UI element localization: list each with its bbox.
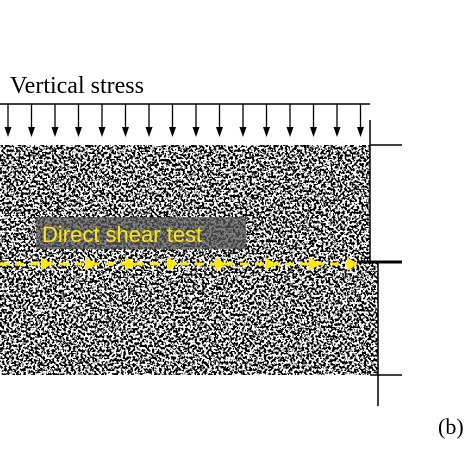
stress-arrow-head: [286, 127, 294, 137]
stress-arrow-head: [98, 127, 106, 137]
stress-arrow-head: [357, 127, 364, 137]
stress-arrow-head: [51, 127, 59, 137]
stress-arrows: [4, 104, 364, 137]
stress-arrow-head: [192, 127, 200, 137]
stress-arrow-head: [310, 127, 317, 137]
label-background: [36, 217, 246, 249]
vertical-stress-label: Vertical stress: [10, 73, 144, 99]
shear-arrows: [41, 257, 358, 271]
shear-arrow-head: [265, 257, 276, 271]
shear-box: [357, 120, 402, 406]
shear-arrow-head: [215, 257, 226, 271]
stress-arrow-head: [145, 127, 153, 137]
lower-sample: [0, 262, 378, 375]
stress-arrow-head: [28, 127, 35, 137]
panel-label: (b): [438, 414, 464, 439]
shear-arrow-head: [167, 257, 178, 271]
direct-shear-label: Direct shear test: [42, 222, 202, 247]
shear-arrow-head: [309, 257, 320, 271]
stress-arrow-head: [122, 127, 129, 137]
shear-arrow-head: [41, 257, 52, 271]
shear-arrow-head: [85, 257, 96, 271]
stress-arrow-head: [75, 127, 82, 137]
stress-arrow-head: [169, 127, 176, 137]
shear-arrow-head: [347, 257, 358, 271]
stress-arrow-head: [216, 127, 223, 137]
stress-arrow-head: [333, 127, 341, 137]
stress-arrow-head: [4, 127, 12, 137]
shear-arrow-head: [125, 257, 136, 271]
stress-arrow-head: [239, 127, 247, 137]
stress-arrow-head: [263, 127, 270, 137]
